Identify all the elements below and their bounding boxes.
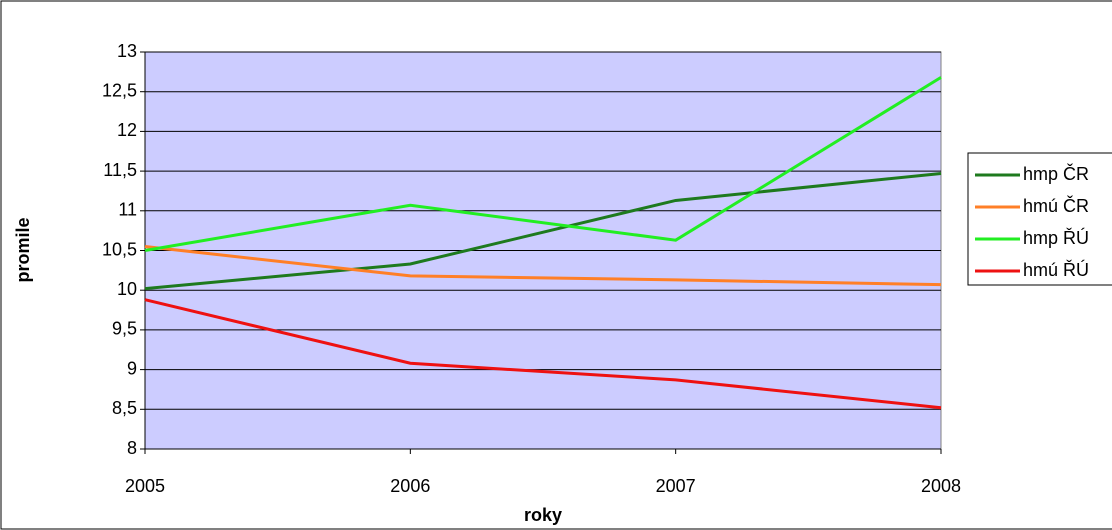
y-tick-label: 12,5	[102, 80, 137, 100]
y-tick-label: 10	[117, 279, 137, 299]
y-tick-label: 9	[127, 358, 137, 378]
x-tick-label: 2005	[125, 476, 165, 496]
x-tick-label: 2006	[390, 476, 430, 496]
y-tick-label: 10,5	[102, 239, 137, 259]
legend-label: hmp ŘÚ	[1023, 227, 1089, 248]
y-tick-label: 8,5	[112, 398, 137, 418]
y-tick-label: 11	[118, 200, 137, 220]
legend-label: hmú ŘÚ	[1023, 259, 1089, 280]
y-tick-label: 11,5	[103, 160, 137, 180]
y-tick-label: 8	[127, 438, 137, 458]
x-axis-title: roky	[524, 505, 562, 525]
series-line	[144, 245, 942, 287]
series-line	[144, 298, 942, 410]
x-tick-label: 2007	[656, 476, 696, 496]
x-tick-label: 2008	[921, 476, 961, 496]
y-tick-label: 13	[117, 41, 137, 61]
series-line	[144, 171, 942, 291]
legend-label: hmp ČR	[1023, 163, 1089, 184]
y-axis-title: promile	[13, 217, 33, 282]
y-tick-label: 12	[117, 120, 137, 140]
series-line	[144, 76, 942, 252]
legend-label: hmú ČR	[1023, 195, 1089, 216]
y-tick-label: 9,5	[112, 319, 137, 339]
